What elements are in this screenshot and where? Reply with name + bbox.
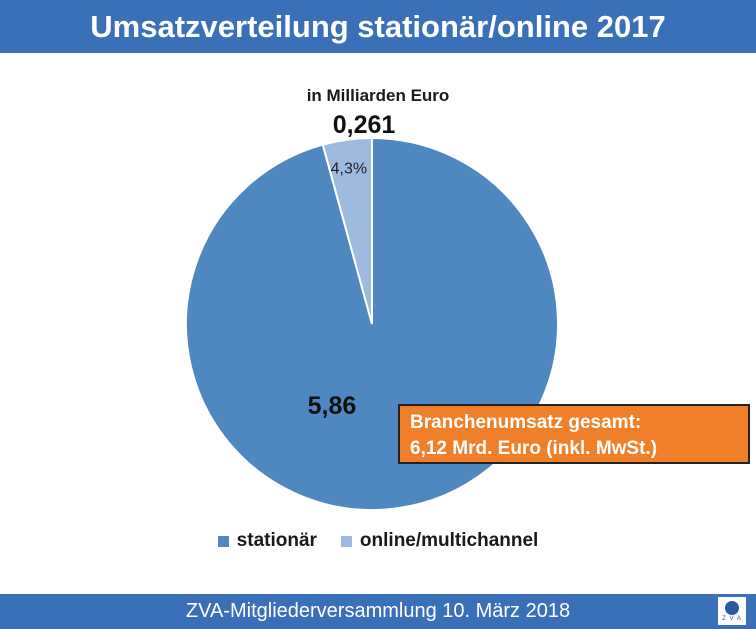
title-text: Umsatzverteilung stationär/online 2017 (90, 8, 666, 44)
legend-label-stationaer: stationär (236, 530, 317, 551)
zva-logo: Z V A (718, 597, 746, 625)
legend-swatch-online (340, 535, 352, 547)
callout-line-2: 6,12 Mrd. Euro (inkl. MwSt.) (410, 438, 658, 459)
page-title: Umsatzverteilung stationär/online 2017 (0, 0, 756, 53)
chart-legend: stationär online/multichannel (0, 530, 756, 552)
chart-subtitle: in Milliarden Euro (306, 86, 450, 105)
legend-item-online: online/multichannel (340, 530, 539, 552)
logo-eye-icon (725, 600, 739, 615)
pie-slice-online (321, 136, 373, 325)
legend-label-online: online/multichannel (359, 530, 539, 551)
percent-label-online: 4,3% (331, 160, 367, 177)
pie-chart: 5,86 0,261 4,3% (185, 111, 559, 511)
footer-text: ZVA-Mitgliederversammlung 10. März 2018 (185, 600, 571, 622)
data-label-online: 0,261 (333, 111, 396, 139)
callout-line-1: Branchenumsatz gesamt: (410, 412, 642, 433)
logo-text: Z V A (722, 615, 742, 622)
footer-bar: ZVA-Mitgliederversammlung 10. März 2018 … (0, 594, 756, 629)
data-label-stationaer: 5,86 (308, 392, 357, 420)
legend-item-stationaer: stationär (217, 530, 317, 552)
total-revenue-callout: Branchenumsatz gesamt: 6,12 Mrd. Euro (i… (398, 404, 750, 464)
legend-swatch-stationaer (217, 535, 229, 547)
